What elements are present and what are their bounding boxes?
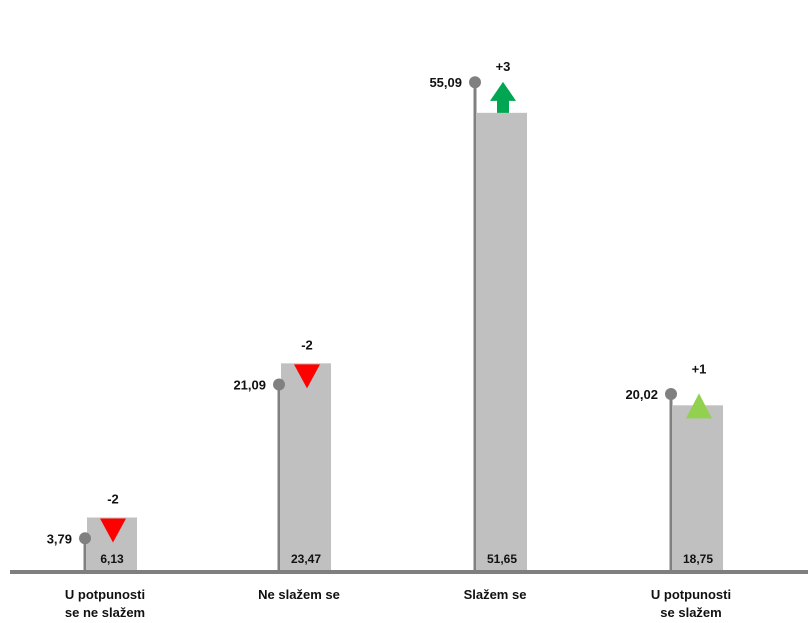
category-label-2: Slažem se (464, 587, 527, 602)
change-label-0: -2 (107, 492, 119, 507)
point-label-2: 55,09 (429, 75, 462, 90)
lollipop-point-1 (273, 378, 285, 391)
bar-2 (477, 112, 527, 573)
bar-value-label-3: 18,75 (683, 552, 713, 566)
change-label-2: +3 (496, 59, 511, 74)
change-label-3: +1 (692, 361, 707, 376)
change-down-arrow-1 (294, 364, 320, 389)
category-label-3: U potpunosti se slažem (651, 587, 731, 620)
category-label-0: U potpunosti se ne slažem (65, 587, 145, 620)
change-up-arrow-2 (490, 81, 516, 113)
point-label-1: 21,09 (233, 378, 266, 393)
category-label-1: Ne slažem se (258, 587, 340, 602)
lollipop-point-2 (469, 76, 481, 89)
bar-3 (673, 405, 723, 572)
change-down-arrow-0 (100, 518, 126, 543)
bar-1 (281, 363, 331, 572)
lollipop-point-3 (665, 388, 677, 401)
change-label-1: -2 (301, 337, 313, 352)
change-up-arrow-3 (686, 393, 712, 419)
bar-value-label-2: 51,65 (487, 552, 517, 566)
bar-value-label-1: 23,47 (291, 552, 321, 566)
lollipop-point-0 (79, 532, 91, 545)
bar-value-label-0: 6,13 (100, 552, 124, 566)
point-label-0: 3,79 (47, 531, 72, 546)
point-label-3: 20,02 (625, 387, 658, 402)
